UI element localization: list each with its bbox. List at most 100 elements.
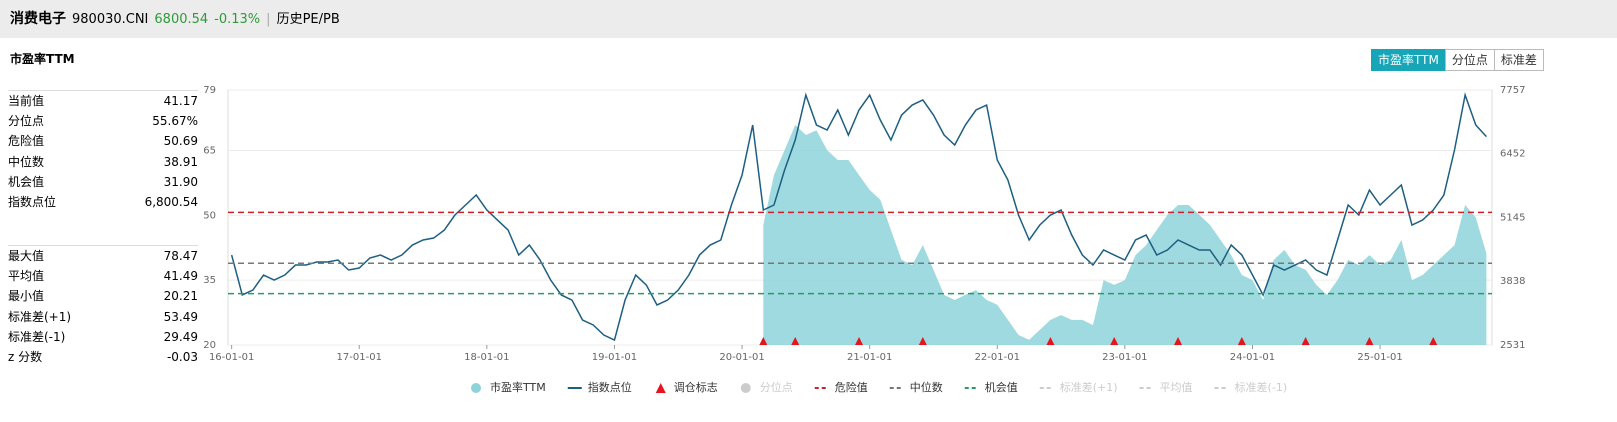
stat-label: 最大值 xyxy=(8,249,45,263)
legend-item[interactable]: 分位点 xyxy=(740,380,793,394)
x-tick-label: 17-01-01 xyxy=(337,352,382,363)
legend-item[interactable]: 市盈率TTM xyxy=(471,380,546,394)
toggle-button[interactable]: 市盈率TTM xyxy=(1371,49,1446,71)
stat-row: 最大值 78.47 xyxy=(8,246,198,266)
legend-item[interactable]: 机会值 xyxy=(964,380,1018,394)
y2-tick-label: 7757 xyxy=(1500,85,1525,96)
x-tick-label: 16-01-01 xyxy=(209,352,254,363)
stat-value: -0.03 xyxy=(166,349,198,364)
stat-row: 最小值 20.21 xyxy=(8,286,198,306)
rebalance-marker xyxy=(918,337,927,345)
stat-label: 指数点位 xyxy=(8,194,57,209)
rebalance-marker xyxy=(791,337,800,345)
legend-item[interactable]: 标准差(-1) xyxy=(1214,380,1288,394)
rebalance-marker xyxy=(1365,337,1374,345)
stat-value: 41.17 xyxy=(163,94,198,108)
legend-label: 调仓标志 xyxy=(674,380,718,394)
header: 消费电子 980030.CNI 6800.54 -0.13% | 历史PE/PB xyxy=(0,0,1617,38)
legend-item[interactable]: 标准差(+1) xyxy=(1039,380,1118,394)
stat-value: 41.49 xyxy=(163,269,198,284)
x-tick-label: 24-01-01 xyxy=(1230,352,1275,363)
stat-row: 机会值 31.90 xyxy=(8,172,198,192)
panel-title: 市盈率TTM xyxy=(10,52,75,66)
rebalance-marker xyxy=(1046,337,1055,345)
y-tick-label: 65 xyxy=(203,146,216,157)
x-tick-label: 19-01-01 xyxy=(592,352,637,363)
legend-item[interactable]: 指数点位 xyxy=(567,380,632,394)
y-tick-label: 35 xyxy=(203,275,216,286)
legend-symbol xyxy=(655,383,666,393)
stat-label: 中位数 xyxy=(8,154,45,169)
x-tick-label: 21-01-01 xyxy=(847,352,892,363)
index-line xyxy=(230,92,1487,342)
x-tick-label: 23-01-01 xyxy=(1102,352,1147,363)
stat-row: 中位数 38.91 xyxy=(8,152,198,172)
y2-tick-label: 3838 xyxy=(1500,276,1525,287)
stat-value: 6,800.54 xyxy=(144,194,198,209)
x-tick-label: 18-01-01 xyxy=(464,352,509,363)
legend-label: 市盈率TTM xyxy=(490,380,546,394)
y-tick-label: 20 xyxy=(203,340,216,351)
legend-item[interactable]: 调仓标志 xyxy=(655,380,718,394)
rebalance-marker xyxy=(1301,337,1310,345)
stat-value: 55.67% xyxy=(152,114,198,129)
legend-label: 危险值 xyxy=(835,380,868,394)
stat-label: 平均值 xyxy=(8,269,45,284)
stat-value: 31.90 xyxy=(163,174,198,189)
rebalance-marker xyxy=(1174,337,1183,345)
legend-item[interactable]: 危险值 xyxy=(814,380,868,394)
index-name: 消费电子 xyxy=(10,11,66,27)
toggle-button[interactable]: 标准差 xyxy=(1493,49,1544,71)
rebalance-marker xyxy=(1429,337,1438,345)
toggle-button[interactable]: 分位点 xyxy=(1444,49,1495,71)
rebalance-marker xyxy=(1237,337,1246,345)
legend-item[interactable]: 平均值 xyxy=(1139,381,1193,394)
rebalance-marker xyxy=(1110,337,1119,345)
rebalance-marker xyxy=(855,337,864,345)
change: -0.13% xyxy=(214,12,261,27)
stat-value: 38.91 xyxy=(163,154,198,169)
stat-value: 78.47 xyxy=(163,249,198,263)
stat-row: 标准差(+1) 53.49 xyxy=(8,307,198,327)
stat-row: z 分数 -0.03 xyxy=(8,347,198,367)
x-tick-label: 22-01-01 xyxy=(975,352,1020,363)
legend-label: 机会值 xyxy=(985,380,1018,394)
stat-value: 50.69 xyxy=(163,134,198,149)
index-code: 980030.CNI xyxy=(72,12,149,27)
stat-label: 标准差(-1) xyxy=(8,329,66,344)
y2-tick-label: 5145 xyxy=(1500,212,1525,223)
legend-label: 指数点位 xyxy=(588,380,632,394)
legend-label: 标准差(+1) xyxy=(1060,380,1118,394)
legend-item[interactable]: 中位数 xyxy=(889,380,943,394)
x-tick-label: 20-01-01 xyxy=(719,352,764,363)
legend-symbol xyxy=(740,383,751,393)
tab[interactable]: 历史PE/PB xyxy=(276,12,340,27)
stat-value: 53.49 xyxy=(163,309,198,324)
y2-tick-label: 6452 xyxy=(1500,149,1525,160)
y-tick-label: 79 xyxy=(203,85,216,96)
stat-value: 20.21 xyxy=(163,289,198,304)
stat-row: 当前值 41.17 xyxy=(8,91,198,111)
stats-group: 最大值 78.47 平均值 41.49 最小值 20.21 标准差(+1) 53.49 标准差(… xyxy=(8,245,198,367)
y-tick-label: 50 xyxy=(203,210,216,221)
y2-tick-label: 2531 xyxy=(1500,340,1525,351)
stat-row: 平均值 41.49 xyxy=(8,266,198,286)
separator: | xyxy=(266,12,271,27)
legend-label: 标准差(-1) xyxy=(1235,380,1288,394)
legend-label: 分位点 xyxy=(760,380,793,394)
price: 6800.54 xyxy=(154,12,209,27)
stat-label: 标准差(+1) xyxy=(8,309,72,324)
stat-row: 指数点位 6,800.54 xyxy=(8,192,198,212)
legend-symbol xyxy=(471,383,481,393)
rebalance-marker xyxy=(759,337,768,345)
stat-label: 危险值 xyxy=(8,134,45,149)
pe-area xyxy=(763,125,1487,345)
button-group: 市盈率TTM 分位点 标准差 xyxy=(1371,49,1544,71)
legend-label: 中位数 xyxy=(910,380,943,394)
legend-label: 平均值 xyxy=(1160,381,1193,394)
stat-label: z 分数 xyxy=(8,349,43,364)
stat-row: 标准差(-1) 29.49 xyxy=(8,327,198,347)
stat-label: 最小值 xyxy=(8,289,45,304)
